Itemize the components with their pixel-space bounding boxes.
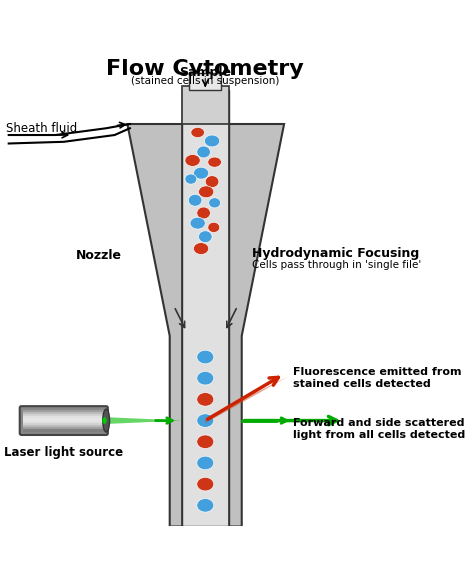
Bar [23, 414, 104, 416]
Ellipse shape [204, 135, 220, 147]
Ellipse shape [197, 499, 214, 512]
Text: Fluorescence emitted from
stained cells detected: Fluorescence emitted from stained cells … [292, 368, 461, 389]
Ellipse shape [197, 350, 214, 364]
Ellipse shape [190, 217, 205, 229]
Ellipse shape [185, 154, 200, 166]
Ellipse shape [199, 186, 214, 198]
Ellipse shape [205, 176, 219, 188]
Polygon shape [106, 417, 182, 424]
Text: Nozzle: Nozzle [75, 249, 121, 262]
Bar [23, 412, 104, 414]
Ellipse shape [185, 174, 197, 184]
Text: Sample: Sample [179, 66, 231, 79]
Ellipse shape [209, 198, 220, 208]
Ellipse shape [193, 243, 209, 254]
Bar [23, 416, 104, 418]
Ellipse shape [197, 207, 210, 219]
Ellipse shape [208, 157, 221, 167]
Polygon shape [205, 377, 288, 423]
Ellipse shape [193, 167, 209, 179]
Bar [23, 429, 104, 431]
FancyBboxPatch shape [20, 406, 108, 435]
Ellipse shape [197, 372, 214, 385]
Text: Flow Cytometry: Flow Cytometry [107, 59, 304, 79]
Ellipse shape [199, 231, 212, 243]
Ellipse shape [197, 414, 214, 428]
Bar [182, 86, 229, 124]
Ellipse shape [197, 435, 214, 449]
Bar [23, 425, 104, 427]
Bar [189, 73, 221, 90]
Ellipse shape [103, 409, 109, 432]
Text: (stained cells in suspension): (stained cells in suspension) [131, 76, 280, 86]
Text: Forward and side scattered
light from all cells detected: Forward and side scattered light from al… [292, 418, 465, 440]
Ellipse shape [197, 477, 214, 491]
Bar [23, 421, 104, 423]
Bar [23, 423, 104, 425]
Bar [23, 410, 104, 412]
Ellipse shape [197, 393, 214, 406]
Ellipse shape [197, 146, 210, 158]
Ellipse shape [197, 456, 214, 470]
Ellipse shape [191, 128, 204, 137]
Polygon shape [182, 90, 229, 527]
Text: Cells pass through in 'single file': Cells pass through in 'single file' [252, 259, 421, 270]
Text: Laser light source: Laser light source [4, 446, 123, 459]
Ellipse shape [208, 222, 220, 233]
Bar [23, 427, 104, 429]
Bar [23, 418, 104, 421]
Ellipse shape [188, 194, 202, 206]
Ellipse shape [102, 417, 107, 424]
Text: Sheath fluid: Sheath fluid [6, 122, 77, 135]
Polygon shape [128, 124, 284, 527]
Text: Hydrodynamic Focusing: Hydrodynamic Focusing [252, 247, 419, 259]
